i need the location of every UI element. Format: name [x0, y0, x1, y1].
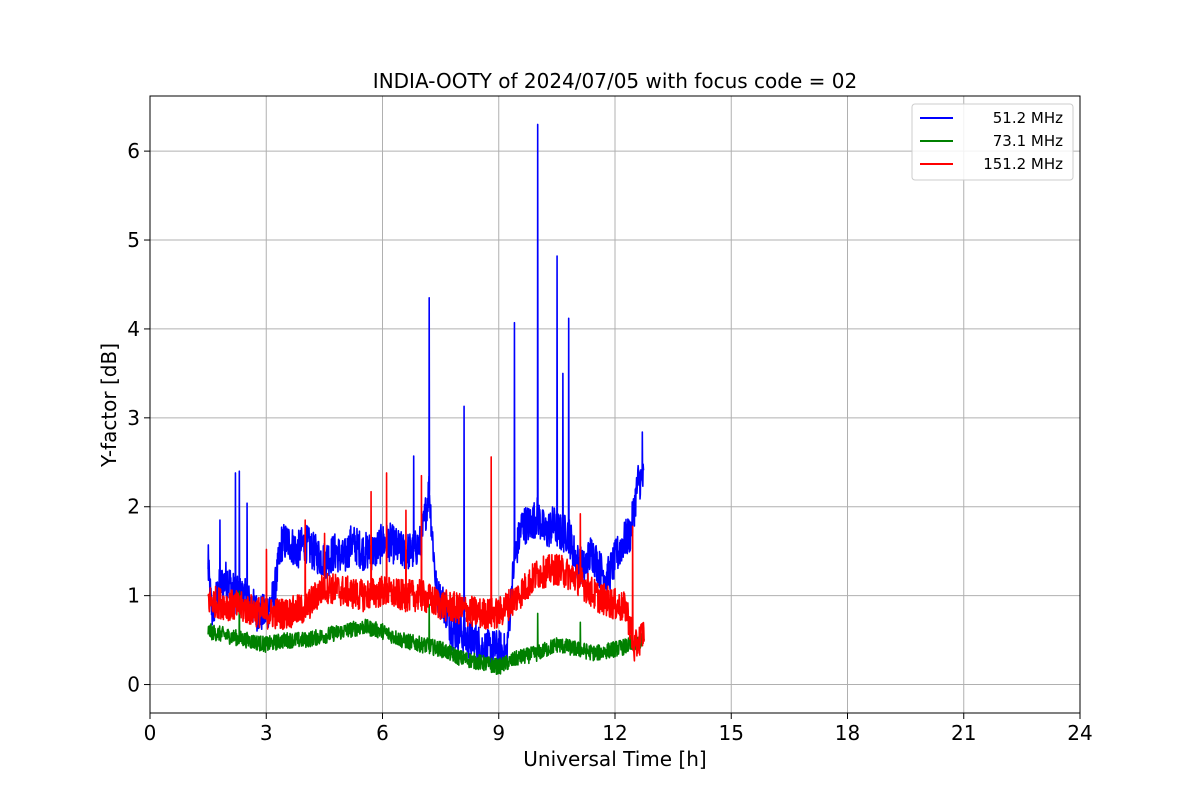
series-layer: [207, 123, 645, 675]
legend-box: [911, 103, 1074, 181]
y-tick-label: 5: [127, 228, 140, 252]
series-line: [207, 456, 645, 662]
chart-title: INDIA-OOTY of 2024/07/05 with focus code…: [373, 69, 857, 93]
y-tick-label: 3: [127, 406, 140, 430]
series-2: [207, 456, 645, 662]
series-line: [207, 123, 645, 671]
series-line: [207, 590, 645, 675]
x-tick-label: 18: [835, 721, 860, 745]
y-tick-label: 6: [127, 139, 140, 163]
y-tick-label: 4: [127, 317, 140, 341]
x-tick-label: 9: [492, 721, 505, 745]
legend-label: 51.2 MHz: [993, 109, 1063, 127]
series-1: [207, 590, 645, 675]
y-axis-label: Y-factor [dB]: [97, 343, 121, 468]
legend: 51.2 MHz 73.1 MHz 151.2 MHz: [911, 103, 1074, 181]
y-tick-label: 2: [127, 495, 140, 519]
y-tick-label: 0: [127, 673, 140, 697]
x-tick-label: 3: [260, 721, 273, 745]
x-tick-label: 15: [719, 721, 744, 745]
series-0: [207, 123, 645, 671]
x-tick-label: 21: [951, 721, 976, 745]
x-tick-label: 6: [376, 721, 389, 745]
x-tick-label: 12: [602, 721, 627, 745]
legend-label: 151.2 MHz: [983, 155, 1063, 173]
x-tick-label: 24: [1067, 721, 1092, 745]
y-tick-label: 1: [127, 584, 140, 608]
legend-label: 73.1 MHz: [993, 132, 1063, 150]
x-tick-label: 0: [144, 721, 157, 745]
x-axis-label: Universal Time [h]: [523, 747, 706, 771]
